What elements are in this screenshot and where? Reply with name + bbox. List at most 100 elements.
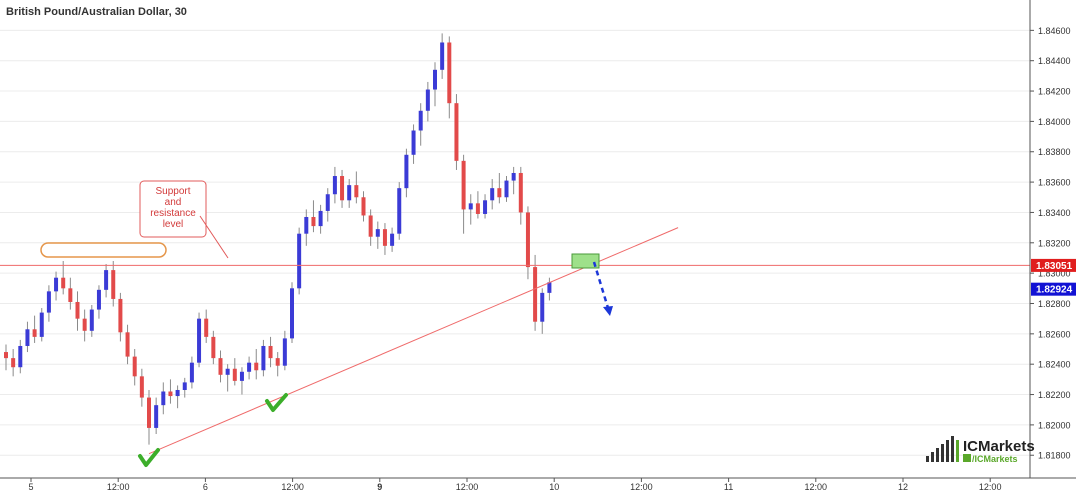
candle-body bbox=[390, 233, 395, 246]
candle-body bbox=[332, 176, 337, 195]
x-tick-label: 12:00 bbox=[281, 482, 304, 492]
candle-body bbox=[161, 391, 166, 406]
candle-body bbox=[454, 103, 459, 161]
candle-body bbox=[282, 338, 287, 366]
candle-body bbox=[18, 345, 23, 368]
candle-body bbox=[268, 345, 273, 359]
candle-body bbox=[68, 288, 73, 302]
candle-body bbox=[397, 188, 402, 234]
candle-body bbox=[325, 194, 330, 211]
retest-zone-box bbox=[571, 253, 600, 269]
candle-body bbox=[46, 291, 51, 313]
candle-body bbox=[533, 267, 538, 322]
candle-body bbox=[354, 185, 359, 198]
resistance-price-text: 1.83051 bbox=[1036, 261, 1073, 272]
current-price-label-bg bbox=[1031, 282, 1076, 296]
candle-body bbox=[518, 172, 523, 213]
candle-body bbox=[375, 229, 380, 237]
candle-body bbox=[440, 42, 445, 70]
candle-body bbox=[304, 216, 309, 234]
candles bbox=[4, 33, 552, 445]
x-tick-label: 12:00 bbox=[456, 482, 479, 492]
candle-body bbox=[89, 309, 94, 331]
candle-body bbox=[39, 312, 44, 337]
candle-body bbox=[4, 352, 8, 359]
grid bbox=[0, 29, 1030, 456]
candle-body bbox=[54, 277, 59, 292]
candle-body bbox=[182, 382, 187, 390]
chart-title: British Pound/Australian Dollar, 30 bbox=[6, 6, 187, 18]
candle-body bbox=[275, 358, 280, 366]
candle-body bbox=[382, 229, 387, 246]
candle-body bbox=[175, 389, 180, 397]
x-tick-label: 11 bbox=[724, 482, 733, 492]
candle-body bbox=[404, 154, 409, 189]
x-tick-label: 12:00 bbox=[979, 482, 1002, 492]
candle-body bbox=[204, 318, 209, 337]
x-tick-label: 12:00 bbox=[805, 482, 828, 492]
y-tick-label: 1.81800 bbox=[1038, 451, 1071, 461]
candle-body bbox=[475, 203, 480, 214]
candle-body bbox=[218, 358, 223, 375]
candle-body bbox=[247, 362, 252, 372]
y-tick-label: 1.82600 bbox=[1038, 329, 1071, 339]
projection-arrow-shaft bbox=[592, 261, 610, 309]
resistance-price-label: 1.83051 bbox=[1031, 258, 1076, 272]
candle-body bbox=[340, 176, 345, 201]
candle-body bbox=[468, 203, 473, 210]
candle-body bbox=[147, 397, 151, 428]
candle-body bbox=[411, 130, 416, 155]
y-tick-label: 1.84200 bbox=[1038, 87, 1071, 97]
support-resistance-callout: Support and resistance level bbox=[139, 180, 229, 259]
candle-body bbox=[104, 270, 109, 290]
candle-body bbox=[75, 301, 80, 319]
y-tick-label: 1.84400 bbox=[1038, 56, 1071, 66]
candle-body bbox=[290, 288, 294, 339]
candle-body bbox=[368, 215, 373, 237]
candle-body bbox=[239, 371, 244, 381]
projection-arrow-head bbox=[603, 306, 613, 316]
candle-body bbox=[418, 110, 423, 131]
callout-line-3: resistance bbox=[150, 208, 196, 219]
candle-body bbox=[11, 358, 16, 368]
x-tick-label: 12:00 bbox=[630, 482, 653, 492]
candle-body bbox=[511, 172, 516, 181]
resistance-price-label-bg bbox=[1031, 258, 1076, 272]
broker-logo: ICMarkets /ICMarkets bbox=[926, 436, 1035, 464]
candle-body bbox=[547, 282, 552, 293]
x-tick-label: 5 bbox=[28, 482, 33, 492]
y-axis-ticks: 1.84600 1.84400 1.84200 1.84000 1.83800 1.836… bbox=[1030, 26, 1071, 461]
checkmark-low-icon bbox=[138, 448, 160, 467]
candle-body bbox=[504, 180, 509, 198]
candle-body bbox=[125, 332, 130, 357]
candle-body bbox=[461, 160, 466, 210]
callout-line-2: and bbox=[165, 197, 182, 208]
candle-body bbox=[497, 188, 502, 198]
candle-body bbox=[118, 298, 123, 333]
y-tick-label: 1.82200 bbox=[1038, 390, 1071, 400]
y-tick-label: 1.84000 bbox=[1038, 117, 1071, 127]
candle-body bbox=[318, 210, 323, 227]
candle-body bbox=[139, 376, 144, 398]
candle-body bbox=[96, 289, 101, 310]
candle-body bbox=[433, 69, 437, 90]
social-handle: /ICMarkets bbox=[972, 454, 1018, 464]
callout-box bbox=[139, 180, 207, 238]
callout-line-1: Support bbox=[155, 186, 190, 197]
logo-text: ICMarkets bbox=[963, 438, 1035, 455]
candle-body bbox=[483, 200, 488, 214]
candle-body bbox=[447, 42, 452, 104]
y-tick-label: 1.83000 bbox=[1038, 269, 1071, 279]
candle-body bbox=[232, 368, 237, 381]
x-axis-ticks: 5 12:00 6 12:00 9 12:00 10 12:00 11 12:00 12 12:00 bbox=[28, 478, 1001, 492]
x-tick-label: 10 bbox=[549, 482, 559, 492]
y-tick-label: 1.83400 bbox=[1038, 208, 1071, 218]
y-tick-label: 1.83200 bbox=[1038, 238, 1071, 248]
candle-body bbox=[168, 391, 173, 397]
candle-body bbox=[25, 329, 30, 346]
candle-body bbox=[82, 318, 87, 331]
x-tick-label: 9 bbox=[377, 482, 382, 492]
x-tick-label: 12 bbox=[898, 482, 908, 492]
